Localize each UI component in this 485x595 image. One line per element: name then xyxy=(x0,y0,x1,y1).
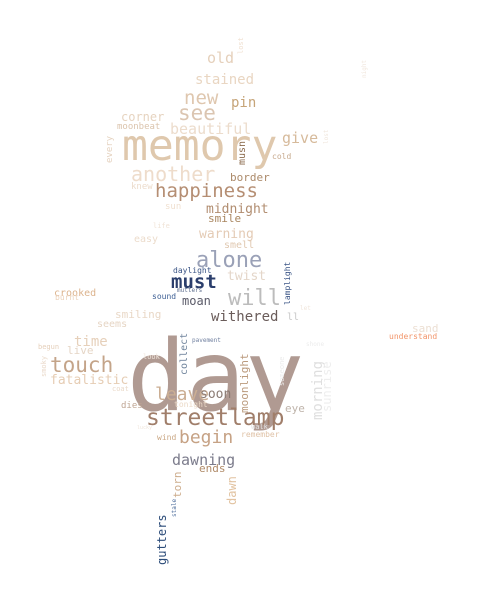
word-twist: twist xyxy=(227,269,266,284)
word-warning: warning xyxy=(199,227,254,242)
word-give: give xyxy=(282,129,318,147)
word-life: life xyxy=(153,222,170,230)
word-wind: wind xyxy=(157,433,176,442)
word-memory: memory xyxy=(122,121,277,171)
word-live: live xyxy=(67,344,94,357)
word-collect: collect xyxy=(179,333,190,375)
word-dies: dies xyxy=(121,401,143,411)
word-list: day memory streetlamp happiness touch alone an… xyxy=(38,37,439,565)
word-corner: corner xyxy=(121,110,164,124)
word-lamplight: lamplight xyxy=(283,261,292,305)
word-easy: easy xyxy=(134,234,158,245)
word-understand: understand xyxy=(389,332,437,341)
word-sand: sand xyxy=(412,322,439,335)
word-begun: begun xyxy=(38,343,59,351)
word-mutters: mutters xyxy=(177,287,203,294)
word-leave: leave xyxy=(155,384,209,405)
word-lucky: lucky xyxy=(137,425,152,431)
word-new: new xyxy=(184,87,219,109)
word-knew: knew xyxy=(131,182,153,192)
word-smoky: smoky xyxy=(40,356,48,377)
word-pin: pin xyxy=(231,95,256,111)
word-moonbeat: moonbeat xyxy=(117,122,160,132)
word-ends: ends xyxy=(199,462,226,475)
word-see: see xyxy=(178,101,216,125)
word-cold: cold xyxy=(272,152,291,161)
word-must: must xyxy=(171,271,217,293)
word-lost: lost xyxy=(237,37,245,54)
word-alone: alone xyxy=(196,248,262,273)
word-daylight: daylight xyxy=(173,266,212,275)
word-morning: morning xyxy=(310,361,326,420)
word-torn: torn xyxy=(171,472,184,499)
word-another: another xyxy=(131,162,215,186)
word-dawn: dawn xyxy=(225,476,239,505)
word-will: will xyxy=(228,286,281,311)
word-midnight: midnight xyxy=(206,202,269,217)
word-shone: shone xyxy=(306,341,324,348)
word-sound: sound xyxy=(152,292,176,301)
word-soon: soon xyxy=(200,387,231,402)
word-musn: musn xyxy=(237,141,248,165)
word-dawning: dawning xyxy=(172,451,235,469)
word-crooked: crooked xyxy=(54,288,96,299)
word-night: night xyxy=(361,60,368,78)
word-smiling: smiling xyxy=(115,308,161,321)
word-border: border xyxy=(230,171,270,184)
word-happiness: happiness xyxy=(155,180,258,202)
word-ll: ll xyxy=(287,312,299,323)
word-look: look xyxy=(143,353,161,361)
word-moan: moan xyxy=(182,294,211,308)
word-seems: seems xyxy=(97,319,127,330)
word-someone: someone xyxy=(278,356,286,386)
word-let: let xyxy=(300,305,311,312)
word-tonight: tonight xyxy=(174,400,208,409)
word-streetlamp: streetlamp xyxy=(146,405,284,431)
word-beautiful: beautiful xyxy=(170,120,251,138)
word-smile: smile xyxy=(208,212,241,225)
word-remember: remember xyxy=(241,430,280,439)
word-time: time xyxy=(74,334,108,350)
word-lost: lost xyxy=(323,129,330,144)
word-sun: sun xyxy=(165,202,181,212)
word-burnt: burnt xyxy=(55,293,79,302)
word-touch: touch xyxy=(50,353,113,377)
word-walk: walk xyxy=(251,423,269,431)
word-every: every xyxy=(105,135,115,163)
word-withered: withered xyxy=(211,309,278,325)
word-coat: coat xyxy=(112,385,129,393)
word-eye: eye xyxy=(285,402,305,415)
word-day: day xyxy=(127,320,304,434)
word-old: old xyxy=(207,49,234,67)
word-stained: stained xyxy=(195,72,254,88)
word-pavement: pavement xyxy=(192,337,221,344)
word-gutters: gutters xyxy=(155,514,169,565)
word-begin: begin xyxy=(179,427,233,448)
word-stale: stale xyxy=(171,499,178,517)
word-smell: smell xyxy=(224,240,254,251)
word-moonlight: moonlight xyxy=(238,353,251,413)
word-sunrise: sunrise xyxy=(320,361,334,412)
word-fatalistic: fatalistic xyxy=(50,373,128,388)
